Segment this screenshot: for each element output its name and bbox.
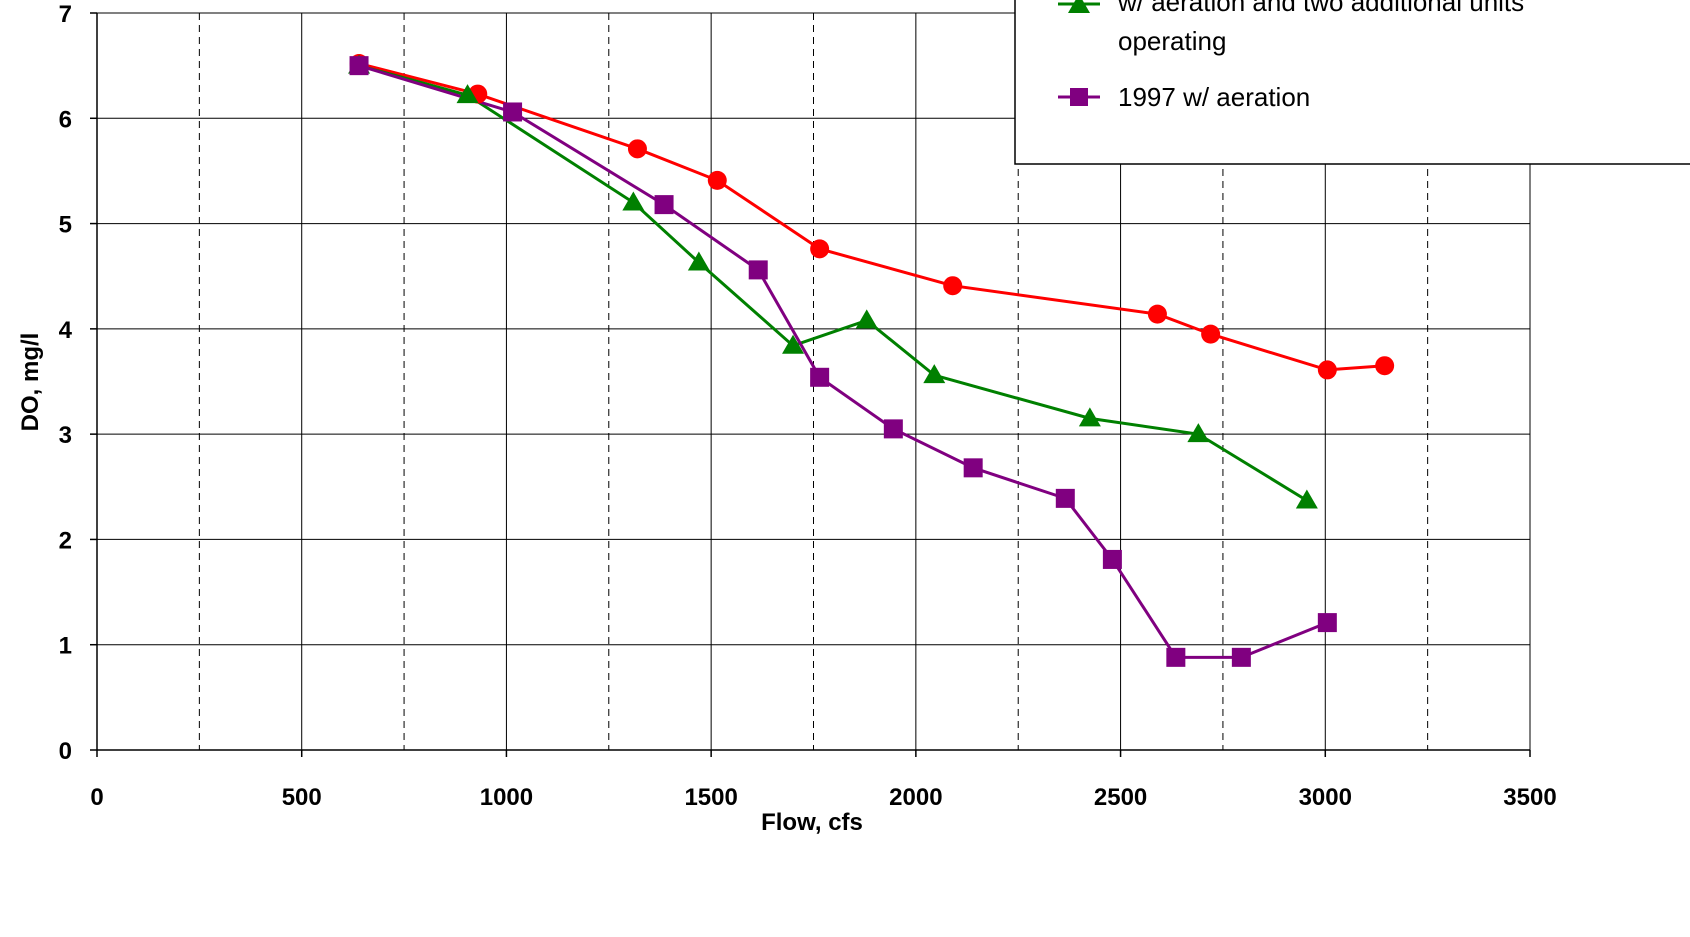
series-3-point-4 [810, 367, 830, 387]
series-2-point-4 [782, 334, 805, 354]
y-tick-label-1: 1 [59, 633, 72, 660]
x-tick-label-0: 0 [90, 784, 103, 811]
x-tick-label-2: 1000 [480, 784, 533, 811]
legend-box [1014, 0, 1690, 165]
y-tick-label-3: 3 [59, 422, 72, 449]
series-3-point-8 [1102, 549, 1122, 569]
series-3-point-9 [1166, 647, 1186, 667]
legend-label-series-2-line1: w/ aeration and two additional units [1117, 0, 1524, 17]
y-tick-label-2: 2 [59, 527, 72, 554]
series-3-line [358, 64, 1328, 659]
x-tick-label-3: 1500 [684, 784, 737, 811]
series-3-point-10 [1231, 647, 1251, 667]
series-3-point-3 [748, 260, 768, 280]
series-1-point-8 [1317, 360, 1337, 380]
series-3-point-7 [1055, 488, 1075, 508]
legend-label-series-2-line2: operating [1118, 26, 1226, 56]
series-2-point-1 [456, 84, 479, 104]
series-2-point-8 [1187, 423, 1210, 443]
series-3-point-1 [503, 102, 523, 122]
legend-swatch-series-2-marker [1068, 0, 1090, 13]
y-tick-label-7: 7 [59, 1, 72, 28]
y-tick-label-0: 0 [59, 738, 72, 765]
legend-swatch-series-3-marker [1070, 88, 1088, 106]
series-1-point-2 [627, 139, 647, 159]
y-tick-label-5: 5 [59, 212, 72, 239]
y-tick-label-4: 4 [59, 317, 73, 344]
series-1-line [358, 62, 1385, 372]
series-1-point-4 [810, 239, 830, 259]
legend: w/ aeration and two additional units ope… [1014, 0, 1690, 165]
series-2-point-9 [1295, 489, 1318, 509]
series-3-point-2 [654, 195, 674, 215]
axes: 0 500 1000 1500 2000 2500 3000 3500 0 1 2 3 4 5 6 7 [59, 1, 1557, 811]
series-1-point-9 [1375, 356, 1395, 376]
series-1-point-5 [943, 276, 963, 296]
y-axis-title: DO, mg/l [17, 333, 44, 432]
x-tick-label-4: 2000 [889, 784, 942, 811]
legend-label-series-3: 1997 w/ aeration [1118, 82, 1310, 112]
x-tick-label-5: 2500 [1094, 784, 1147, 811]
series-2-line [358, 64, 1308, 502]
series-1-point-3 [707, 170, 727, 190]
x-tick-label-1: 500 [282, 784, 322, 811]
series-2-point-3 [687, 251, 710, 271]
series-1-point-7 [1201, 324, 1221, 344]
series-3-point-5 [883, 419, 903, 439]
x-axis-title: Flow, cfs [761, 809, 863, 836]
series-1-point-6 [1147, 304, 1167, 324]
series-3-point-0 [349, 56, 369, 76]
series-3-point-6 [963, 458, 983, 478]
series-2-point-2 [622, 191, 645, 211]
series-2-point-5 [855, 309, 878, 329]
x-tick-label-7: 3500 [1503, 784, 1556, 811]
series-3-point-11 [1317, 613, 1337, 633]
y-tick-label-6: 6 [59, 106, 72, 133]
x-tick-label-6: 3000 [1299, 784, 1352, 811]
series-2-point-6 [923, 364, 946, 384]
series [348, 54, 1395, 667]
series-2-point-7 [1078, 407, 1101, 427]
